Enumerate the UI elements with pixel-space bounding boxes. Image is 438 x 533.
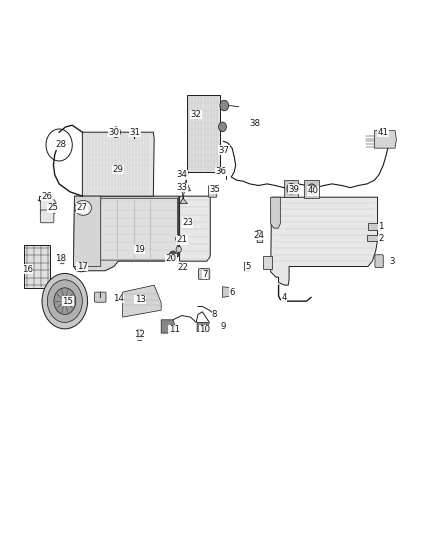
Polygon shape <box>161 320 175 333</box>
Text: 39: 39 <box>288 185 299 193</box>
FancyBboxPatch shape <box>138 330 142 341</box>
Circle shape <box>42 273 88 329</box>
Text: 40: 40 <box>307 187 319 195</box>
Text: 7: 7 <box>202 270 208 279</box>
Text: 41: 41 <box>378 128 389 136</box>
Polygon shape <box>123 285 161 317</box>
Polygon shape <box>271 197 280 228</box>
Circle shape <box>287 183 296 194</box>
Text: 38: 38 <box>249 119 261 128</box>
Ellipse shape <box>75 200 92 215</box>
Polygon shape <box>82 132 154 196</box>
Text: 11: 11 <box>169 325 180 334</box>
FancyBboxPatch shape <box>263 256 272 269</box>
FancyBboxPatch shape <box>40 200 55 214</box>
Polygon shape <box>304 180 319 198</box>
Text: 34: 34 <box>176 171 187 179</box>
Text: 13: 13 <box>134 295 146 304</box>
FancyBboxPatch shape <box>40 210 54 223</box>
Text: 36: 36 <box>215 167 227 176</box>
Text: 29: 29 <box>113 165 124 174</box>
Text: 12: 12 <box>134 330 145 339</box>
Text: 8: 8 <box>212 310 217 319</box>
Text: 16: 16 <box>21 265 33 273</box>
Polygon shape <box>74 196 179 272</box>
Circle shape <box>59 256 65 264</box>
Circle shape <box>176 246 181 253</box>
Polygon shape <box>187 95 220 172</box>
FancyBboxPatch shape <box>367 235 381 241</box>
Text: 35: 35 <box>209 185 220 193</box>
Polygon shape <box>257 230 263 243</box>
Polygon shape <box>180 196 210 261</box>
Polygon shape <box>182 172 191 191</box>
Text: 6: 6 <box>230 288 235 296</box>
Text: 1: 1 <box>378 222 384 231</box>
Polygon shape <box>74 196 101 266</box>
Polygon shape <box>180 189 187 204</box>
Text: 27: 27 <box>77 204 88 212</box>
Text: 32: 32 <box>191 110 202 119</box>
FancyBboxPatch shape <box>95 292 106 302</box>
Text: 22: 22 <box>177 263 189 272</box>
Text: 25: 25 <box>47 204 58 212</box>
FancyBboxPatch shape <box>198 269 210 279</box>
Polygon shape <box>24 245 50 288</box>
Polygon shape <box>244 262 250 271</box>
Circle shape <box>80 262 87 271</box>
Text: 26: 26 <box>41 192 53 200</box>
Text: 20: 20 <box>165 254 177 263</box>
Text: 5: 5 <box>246 262 251 271</box>
FancyBboxPatch shape <box>208 185 217 197</box>
Text: 24: 24 <box>254 231 265 240</box>
Polygon shape <box>284 180 298 197</box>
Text: 19: 19 <box>134 245 145 254</box>
Text: 3: 3 <box>389 257 395 265</box>
Circle shape <box>47 280 82 322</box>
Text: 33: 33 <box>176 183 187 192</box>
FancyBboxPatch shape <box>368 223 381 230</box>
Text: 4: 4 <box>281 293 286 302</box>
Text: 15: 15 <box>62 297 74 305</box>
Text: 28: 28 <box>55 141 66 149</box>
Text: 37: 37 <box>219 146 230 155</box>
Polygon shape <box>197 322 209 332</box>
Text: 2: 2 <box>378 235 384 243</box>
Polygon shape <box>100 198 177 260</box>
Polygon shape <box>223 287 232 297</box>
Text: 30: 30 <box>108 128 120 136</box>
Circle shape <box>176 235 182 243</box>
Circle shape <box>220 100 229 111</box>
Circle shape <box>219 122 226 132</box>
Text: 9: 9 <box>221 322 226 330</box>
Polygon shape <box>374 131 396 148</box>
Text: 18: 18 <box>55 254 66 263</box>
Text: 23: 23 <box>182 219 193 227</box>
Circle shape <box>169 251 177 261</box>
Text: 14: 14 <box>113 294 124 303</box>
FancyBboxPatch shape <box>375 255 383 268</box>
Circle shape <box>54 288 76 314</box>
Text: 10: 10 <box>199 325 211 334</box>
Circle shape <box>307 184 316 195</box>
Text: 21: 21 <box>176 236 187 244</box>
Text: 31: 31 <box>129 128 141 136</box>
Circle shape <box>112 127 120 138</box>
Polygon shape <box>271 197 378 285</box>
Text: 17: 17 <box>77 262 88 271</box>
